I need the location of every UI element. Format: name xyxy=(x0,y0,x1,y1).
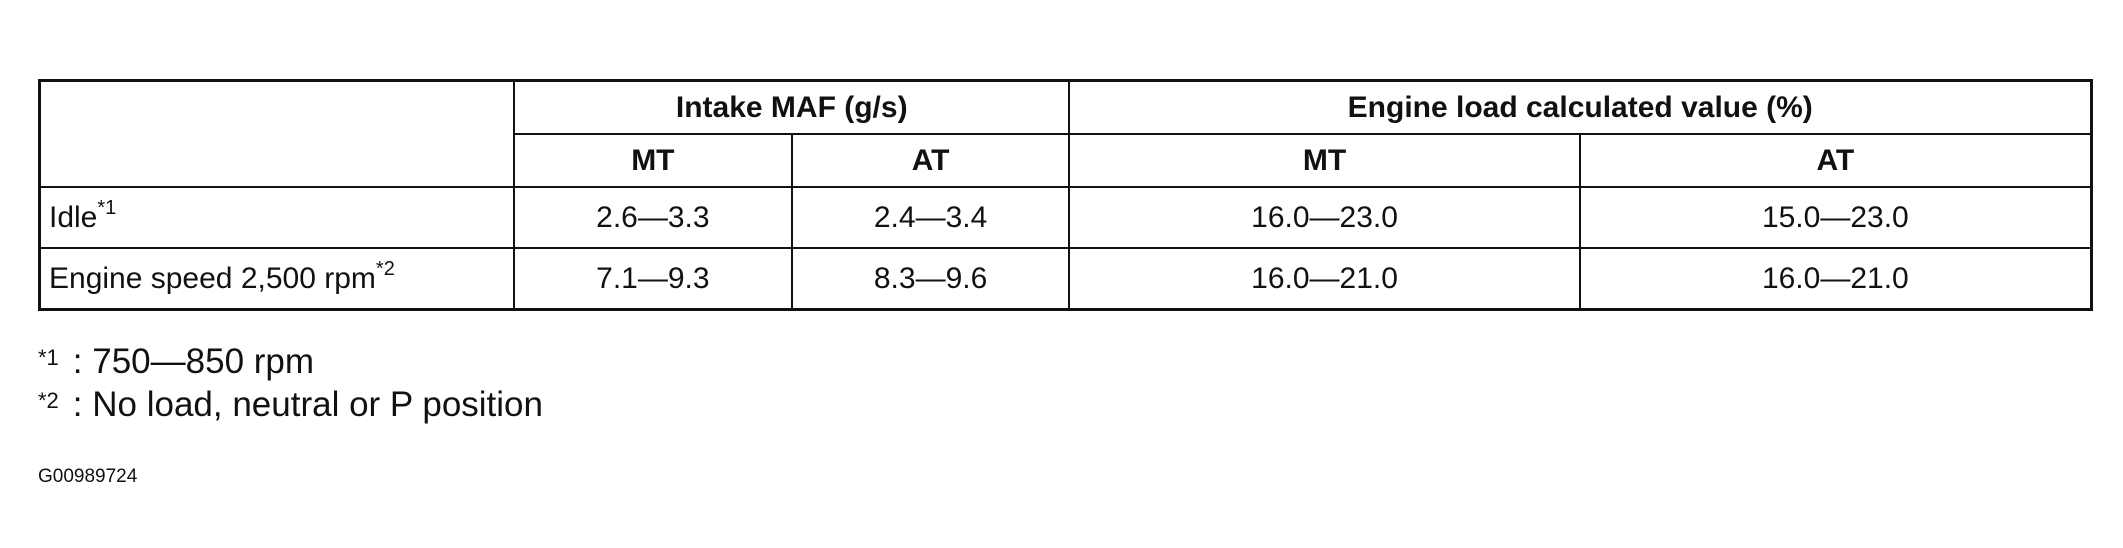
subheader-maf-mt: MT xyxy=(513,133,793,188)
row-label: Engine speed 2,500 rpm*2 xyxy=(38,247,515,311)
header-intake-maf: Intake MAF (g/s) xyxy=(512,79,1071,135)
footnote: *2 : No load, neutral or P position xyxy=(38,383,543,426)
footnote-mark: *1 xyxy=(97,196,117,219)
row-label-text: Idle xyxy=(49,200,98,234)
cell: 16.0—21.0 xyxy=(1068,247,1581,311)
footnote-mark: *1 xyxy=(38,345,59,370)
subheader-load-at: AT xyxy=(1578,133,2093,188)
group-header-row: Intake MAF (g/s) Engine load calculated … xyxy=(38,79,2093,188)
subheader-maf-at: AT xyxy=(790,133,1071,188)
cell: 16.0—23.0 xyxy=(1068,186,1581,249)
footnote: *1 : 750—850 rpm xyxy=(38,340,543,383)
cell: 16.0—21.0 xyxy=(1578,247,2093,311)
row-label-text: Engine speed 2,500 rpm xyxy=(49,261,376,295)
cell: 15.0—23.0 xyxy=(1578,186,2093,249)
footnote-text: : No load, neutral or P position xyxy=(72,385,543,424)
footnote-text: : 750—850 rpm xyxy=(72,342,315,381)
header-engine-load: Engine load calculated value (%) xyxy=(1068,79,2093,135)
row-label: Idle*1 xyxy=(38,186,515,249)
footnotes: *1 : 750—850 rpm *2 : No load, neutral or … xyxy=(38,340,543,426)
subheader-load-mt: MT xyxy=(1068,133,1581,188)
footnote-mark: *2 xyxy=(38,388,59,413)
corner-cell xyxy=(38,79,515,188)
cell: 2.6—3.3 xyxy=(513,186,793,249)
cell: 8.3—9.6 xyxy=(790,247,1071,311)
table-row: Idle*1 2.6—3.3 2.4—3.4 16.0—23.0 15.0—23… xyxy=(38,186,2093,249)
figure-code: G00989724 xyxy=(38,466,138,487)
spec-table: Intake MAF (g/s) Engine load calculated … xyxy=(38,79,2093,311)
table-row: Engine speed 2,500 rpm*2 7.1—9.3 8.3—9.6… xyxy=(38,247,2093,311)
cell: 2.4—3.4 xyxy=(790,186,1071,249)
cell: 7.1—9.3 xyxy=(513,247,793,311)
footnote-mark: *2 xyxy=(375,257,395,280)
sub-header-row: MT AT MT AT xyxy=(40,133,2093,188)
